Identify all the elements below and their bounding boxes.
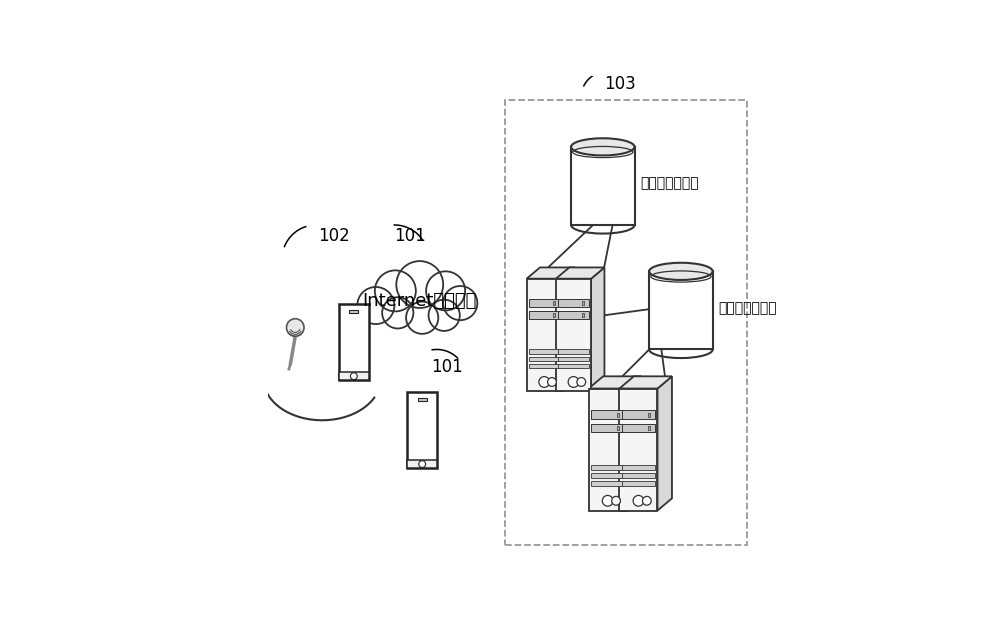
Circle shape — [426, 271, 465, 311]
Bar — [622, 481, 655, 486]
Bar — [558, 349, 589, 354]
Polygon shape — [657, 377, 672, 510]
Text: 101: 101 — [431, 358, 462, 377]
Ellipse shape — [571, 138, 635, 155]
Circle shape — [382, 297, 413, 328]
Circle shape — [642, 496, 651, 505]
Bar — [505, 101, 747, 545]
Bar — [558, 364, 589, 368]
Bar — [527, 279, 562, 391]
Polygon shape — [591, 268, 604, 391]
Circle shape — [612, 496, 620, 505]
Bar — [553, 313, 555, 317]
Circle shape — [577, 378, 586, 386]
Text: 102: 102 — [318, 226, 350, 245]
Bar — [529, 349, 560, 354]
Circle shape — [443, 286, 477, 320]
Polygon shape — [562, 268, 575, 391]
Bar — [591, 465, 624, 470]
Bar — [619, 389, 657, 510]
Bar — [529, 299, 560, 307]
Bar — [591, 481, 624, 486]
Circle shape — [548, 378, 556, 386]
Circle shape — [602, 495, 613, 506]
Circle shape — [539, 377, 550, 387]
Bar — [648, 413, 650, 417]
Bar — [558, 357, 589, 361]
Bar — [558, 299, 589, 307]
Bar — [407, 392, 437, 468]
Circle shape — [357, 287, 394, 324]
Circle shape — [633, 495, 644, 506]
Text: 101: 101 — [394, 226, 426, 245]
Circle shape — [286, 319, 304, 336]
Bar — [529, 364, 560, 368]
Polygon shape — [627, 377, 641, 510]
Bar — [418, 398, 427, 401]
Bar — [582, 301, 584, 305]
Bar — [591, 424, 624, 432]
Polygon shape — [527, 268, 575, 279]
Text: 基频信息数据库: 基频信息数据库 — [719, 301, 777, 315]
Circle shape — [568, 377, 579, 387]
Circle shape — [406, 302, 438, 334]
Text: 103: 103 — [604, 75, 636, 93]
Polygon shape — [556, 268, 604, 279]
Polygon shape — [619, 377, 672, 389]
Bar — [617, 413, 619, 417]
Bar — [622, 410, 655, 419]
Bar — [582, 313, 584, 317]
Circle shape — [429, 300, 460, 331]
Bar — [622, 474, 655, 478]
Bar — [649, 271, 713, 349]
Text: 音素信息数据库: 音素信息数据库 — [640, 176, 699, 190]
Bar — [591, 474, 624, 478]
Bar — [571, 147, 635, 225]
Bar — [339, 372, 369, 380]
Bar — [622, 465, 655, 470]
Bar — [349, 309, 358, 313]
Bar — [556, 279, 591, 391]
Circle shape — [350, 373, 357, 380]
Bar — [589, 389, 627, 510]
Bar — [622, 424, 655, 432]
Bar — [591, 410, 624, 419]
Circle shape — [375, 270, 416, 311]
Bar — [529, 311, 560, 319]
Bar — [407, 460, 437, 468]
Text: Internet或局域网: Internet或局域网 — [363, 292, 477, 309]
Bar — [529, 357, 560, 361]
Circle shape — [419, 461, 426, 467]
Bar — [553, 301, 555, 305]
Bar — [339, 304, 369, 380]
Bar — [558, 311, 589, 319]
Bar — [648, 426, 650, 430]
Circle shape — [396, 261, 443, 308]
Ellipse shape — [649, 262, 713, 280]
Bar — [617, 426, 619, 430]
Polygon shape — [589, 377, 641, 389]
